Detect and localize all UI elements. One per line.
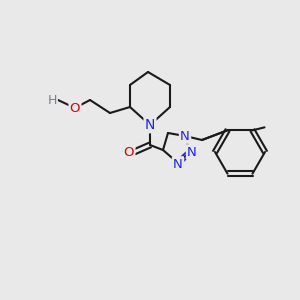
Text: N: N	[180, 130, 190, 142]
Text: O: O	[70, 101, 80, 115]
Text: N: N	[187, 146, 197, 158]
Text: H: H	[47, 94, 57, 106]
Text: N: N	[173, 158, 183, 170]
Text: N: N	[145, 118, 155, 132]
Text: O: O	[124, 146, 134, 158]
